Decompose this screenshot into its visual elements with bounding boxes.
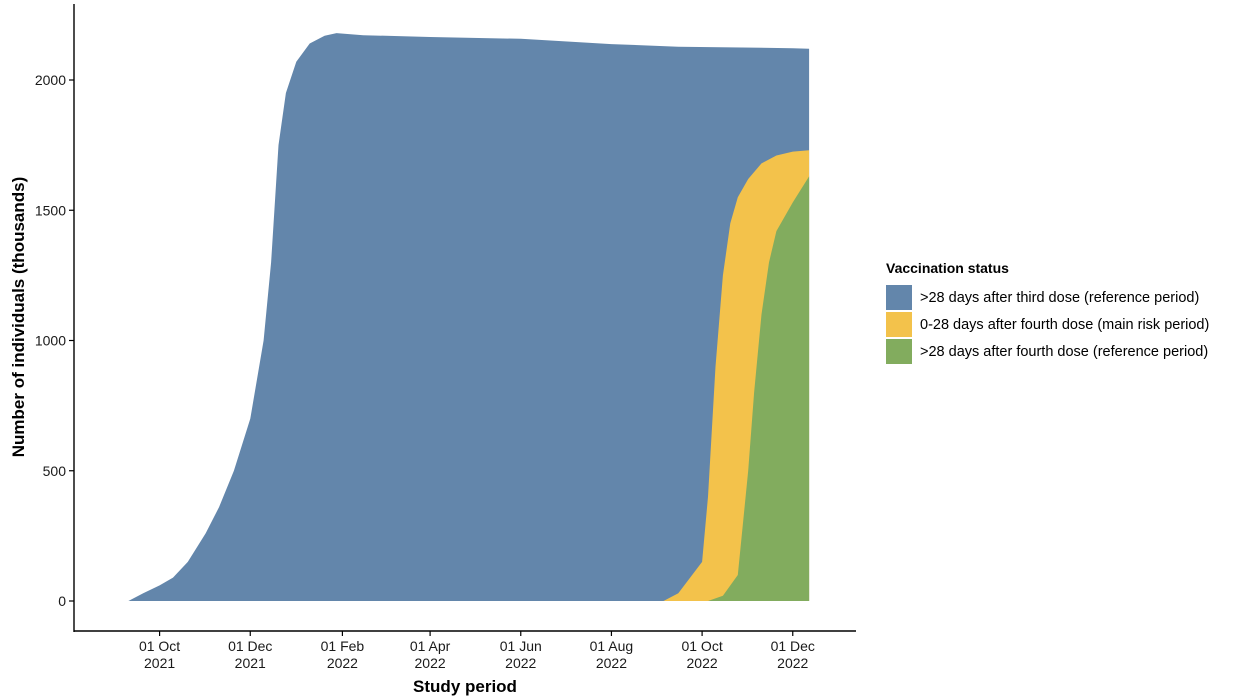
x-axis-title: Study period: [413, 677, 517, 696]
legend-label-fourth-dose-ref: >28 days after fourth dose (reference pe…: [920, 343, 1209, 360]
x-tick-label: 01 Jun: [500, 638, 542, 654]
y-axis-title: Number of individuals (thousands): [9, 177, 28, 458]
x-tick-label: 01 Apr: [410, 638, 451, 654]
legend-item-fourth-dose-risk: 0-28 days after fourth dose (main risk p…: [886, 311, 1209, 338]
x-tick-year-label: 2021: [235, 655, 266, 671]
y-axis-ticks: 0 500 1000 1500 2000: [35, 72, 74, 609]
x-tick-year-label: 2022: [687, 655, 718, 671]
x-tick-label: 01 Feb: [321, 638, 365, 654]
legend-swatch-fourth-dose-ref: [886, 339, 912, 364]
x-tick-label: 01 Aug: [590, 638, 634, 654]
area-series-2: [708, 176, 810, 601]
legend-label-third-dose-ref: >28 days after third dose (reference per…: [920, 289, 1200, 306]
x-tick-year-label: 2021: [144, 655, 175, 671]
x-tick-year-label: 2022: [415, 655, 446, 671]
legend-item-fourth-dose-ref: >28 days after fourth dose (reference pe…: [886, 338, 1209, 365]
x-tick-label: 01 Oct: [139, 638, 180, 654]
legend: Vaccination status >28 days after third …: [886, 260, 1209, 365]
y-tick-label: 1500: [35, 202, 66, 218]
x-tick-label: 01 Oct: [681, 638, 722, 654]
y-tick-label: 2000: [35, 72, 66, 88]
y-tick-label: 0: [58, 593, 66, 609]
legend-swatch-third-dose-ref: [886, 285, 912, 310]
legend-swatch-fourth-dose-risk: [886, 312, 912, 337]
y-tick-label: 500: [43, 463, 67, 479]
legend-item-third-dose-ref: >28 days after third dose (reference per…: [886, 284, 1209, 311]
area-series-0: [128, 33, 810, 602]
x-tick-year-label: 2022: [596, 655, 627, 671]
x-tick-year-label: 2022: [505, 655, 536, 671]
x-tick-label: 01 Dec: [771, 638, 815, 654]
legend-title: Vaccination status: [886, 260, 1009, 276]
y-tick-label: 1000: [35, 333, 66, 349]
x-tick-year-label: 2022: [327, 655, 358, 671]
x-tick-label: 01 Dec: [228, 638, 272, 654]
chart-areas: [128, 33, 810, 602]
legend-label-fourth-dose-risk: 0-28 days after fourth dose (main risk p…: [920, 316, 1210, 333]
x-tick-year-label: 2022: [777, 655, 808, 671]
